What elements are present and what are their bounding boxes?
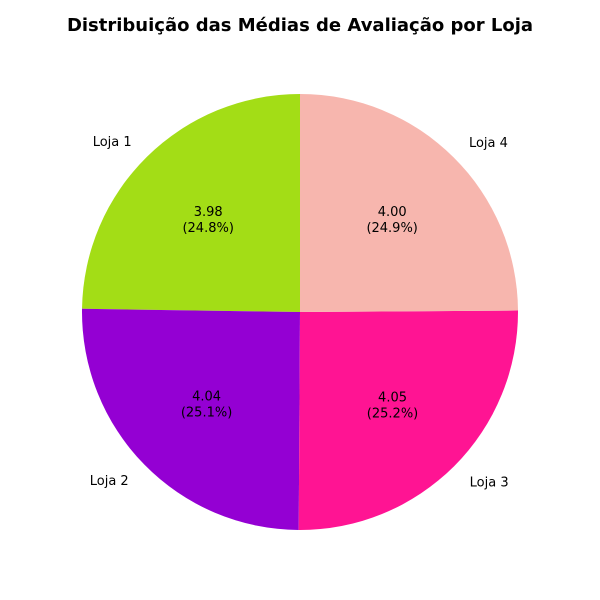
slice-value-2: 4.04	[192, 390, 221, 405]
pie-slice-3	[298, 310, 518, 531]
pie-slice-2	[81, 308, 300, 530]
chart-title: Distribuição das Médias de Avaliação por…	[67, 15, 533, 36]
slice-percent-2: (25.1%)	[181, 406, 232, 421]
pie-slices	[81, 94, 518, 531]
slice-value-3: 4.05	[378, 390, 407, 405]
slice-label-4: Loja 4	[469, 136, 508, 151]
pie-slice-1	[82, 94, 300, 312]
slice-value-1: 3.98	[194, 205, 223, 220]
pie-slice-4	[300, 94, 518, 312]
slice-percent-1: (24.8%)	[182, 221, 233, 236]
pie-labels: Loja 1 3.98(24.8%) Loja 2 4.04(25.1%) Loja 3…	[90, 135, 509, 490]
slice-value-4: 4.00	[378, 205, 407, 220]
slice-label-2: Loja 2	[90, 474, 129, 489]
slice-percent-3: (25.2%)	[367, 406, 418, 421]
slice-label-1: Loja 1	[93, 135, 132, 150]
slice-percent-4: (24.9%)	[366, 221, 417, 236]
slice-label-3: Loja 3	[470, 475, 509, 490]
